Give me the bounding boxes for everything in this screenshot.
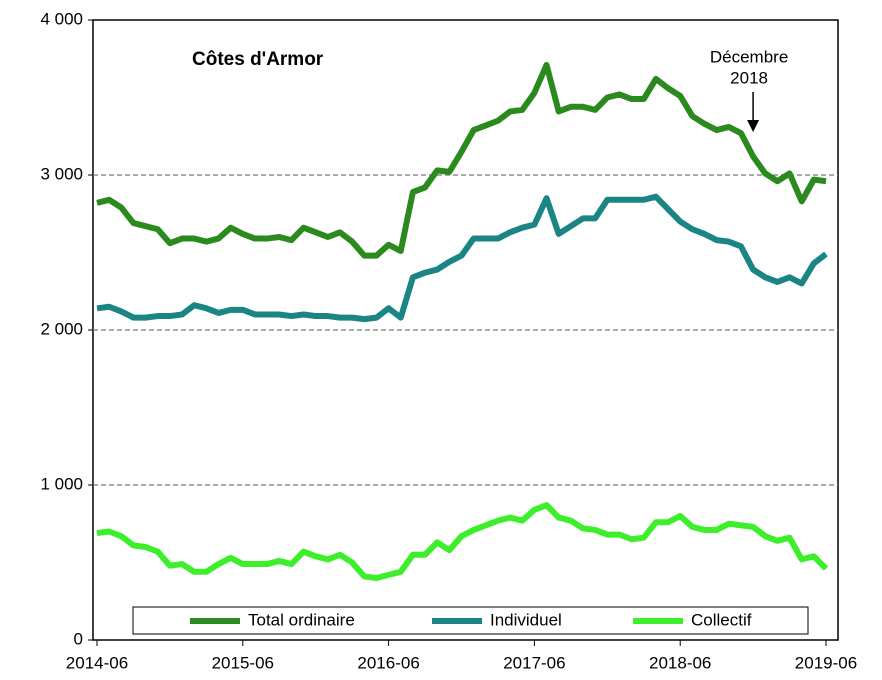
annotation-arrowhead bbox=[747, 120, 760, 132]
series-line bbox=[96, 61, 827, 259]
x-tick-label: 2018-06 bbox=[649, 653, 711, 672]
annotation: Décembre bbox=[710, 47, 788, 66]
y-tick-label: 0 bbox=[74, 629, 83, 648]
x-tick-label: 2015-06 bbox=[212, 653, 274, 672]
y-tick-label: 3 000 bbox=[40, 164, 83, 183]
y-tick-label: 2 000 bbox=[40, 319, 83, 338]
x-tick-label: 2016-06 bbox=[357, 653, 419, 672]
annotation: 2018 bbox=[730, 68, 768, 87]
y-tick-label: 4 000 bbox=[40, 9, 83, 28]
legend-label: Collectif bbox=[691, 610, 752, 629]
legend-label: Individuel bbox=[490, 610, 562, 629]
x-tick-label: 2014-06 bbox=[66, 653, 128, 672]
legend-label: Total ordinaire bbox=[248, 610, 355, 629]
x-tick-label: 2019-06 bbox=[795, 653, 857, 672]
chart-title: Côtes d'Armor bbox=[192, 49, 324, 70]
series-line bbox=[96, 193, 828, 323]
series-line bbox=[96, 502, 829, 581]
y-tick-label: 1 000 bbox=[40, 474, 83, 493]
x-tick-label: 2017-06 bbox=[503, 653, 565, 672]
